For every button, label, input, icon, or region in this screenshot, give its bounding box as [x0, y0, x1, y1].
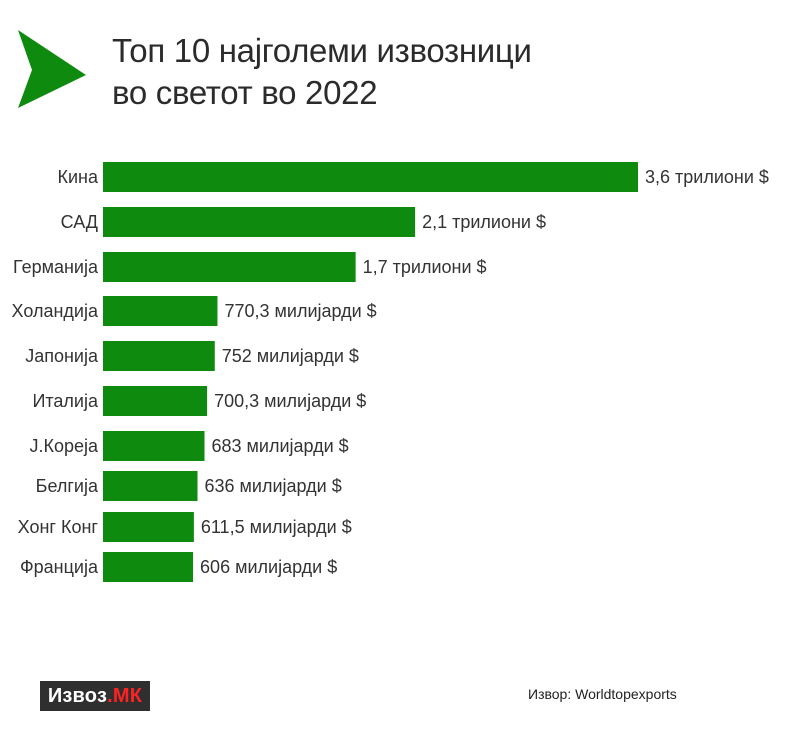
- bar: [103, 207, 416, 237]
- category-label: Ј.Кореја: [29, 436, 99, 456]
- category-label: Италија: [32, 391, 99, 411]
- chart-title-line-1: Топ 10 најголеми извозници: [112, 32, 532, 69]
- brand-logo-dot: .: [107, 685, 113, 707]
- bar: [103, 512, 194, 542]
- bar: [103, 296, 218, 326]
- value-label: 611,5 милијарди $: [201, 517, 352, 537]
- brand-logo-main: Извоз: [47, 685, 108, 707]
- bar-chart: Кина 3,6 трилиони $ САД 2,1 трилиони $ Герма…: [12, 162, 769, 582]
- category-label: Јапонија: [25, 346, 99, 366]
- source-note: Извор: Worldtopexports: [528, 686, 677, 702]
- bar: [103, 162, 638, 192]
- bar: [103, 386, 208, 416]
- bar: [103, 252, 356, 282]
- value-label: 770,3 милијарди $: [224, 301, 376, 321]
- category-label: Франција: [20, 557, 99, 577]
- category-label: Кина: [58, 167, 99, 187]
- bar: [103, 431, 205, 461]
- value-label: 2,1 трилиони $: [422, 212, 546, 232]
- chart-title-line-2: во светот во 2022: [112, 74, 378, 111]
- value-label: 606 милијарди $: [200, 557, 337, 577]
- value-label: 752 милијарди $: [222, 346, 359, 366]
- category-label: САД: [61, 212, 98, 232]
- bar: [103, 341, 215, 371]
- category-label: Хонг Конг: [18, 517, 99, 537]
- arrow-logo-icon: [18, 30, 86, 108]
- category-label: Германија: [13, 257, 99, 277]
- value-label: 683 милијарди $: [212, 436, 349, 456]
- value-label: 3,6 трилиони $: [645, 167, 769, 187]
- value-label: 1,7 трилиони $: [363, 257, 487, 277]
- bar: [103, 552, 194, 582]
- bar: [103, 471, 198, 501]
- category-label: Холандија: [12, 301, 99, 321]
- brand-logo: Извоз.МК: [40, 681, 150, 711]
- value-label: 636 милијарди $: [205, 476, 342, 496]
- brand-logo-suffix: МК: [112, 685, 143, 707]
- chart-title: Топ 10 најголеми извозници во светот во …: [112, 30, 532, 114]
- value-label: 700,3 милијарди $: [214, 391, 366, 411]
- category-label: Белгија: [36, 476, 99, 496]
